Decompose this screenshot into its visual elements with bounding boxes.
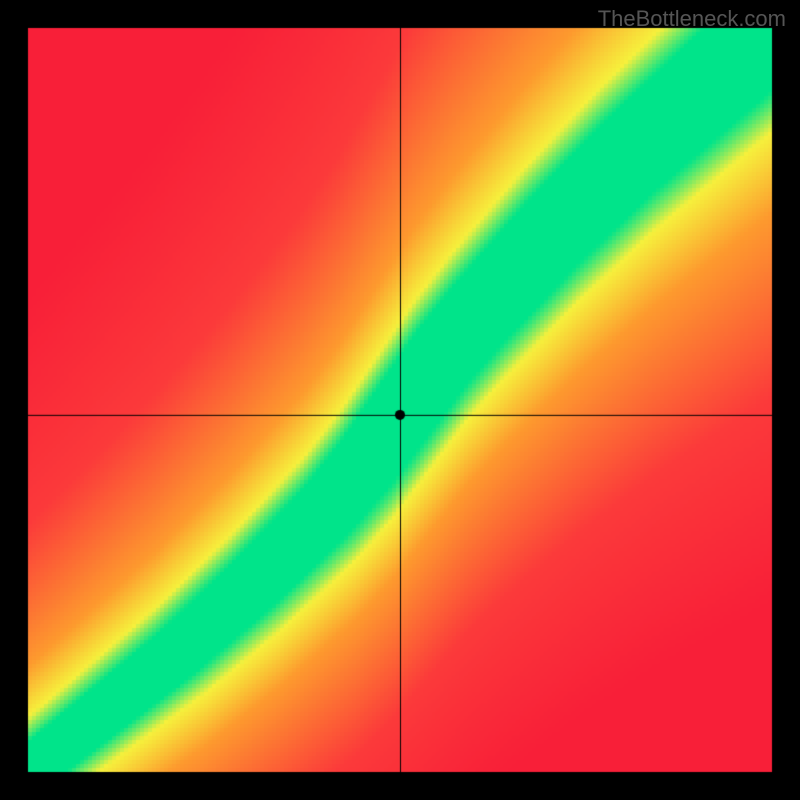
- watermark-text: TheBottleneck.com: [598, 6, 786, 32]
- heatmap-canvas: [0, 0, 800, 800]
- chart-container: TheBottleneck.com: [0, 0, 800, 800]
